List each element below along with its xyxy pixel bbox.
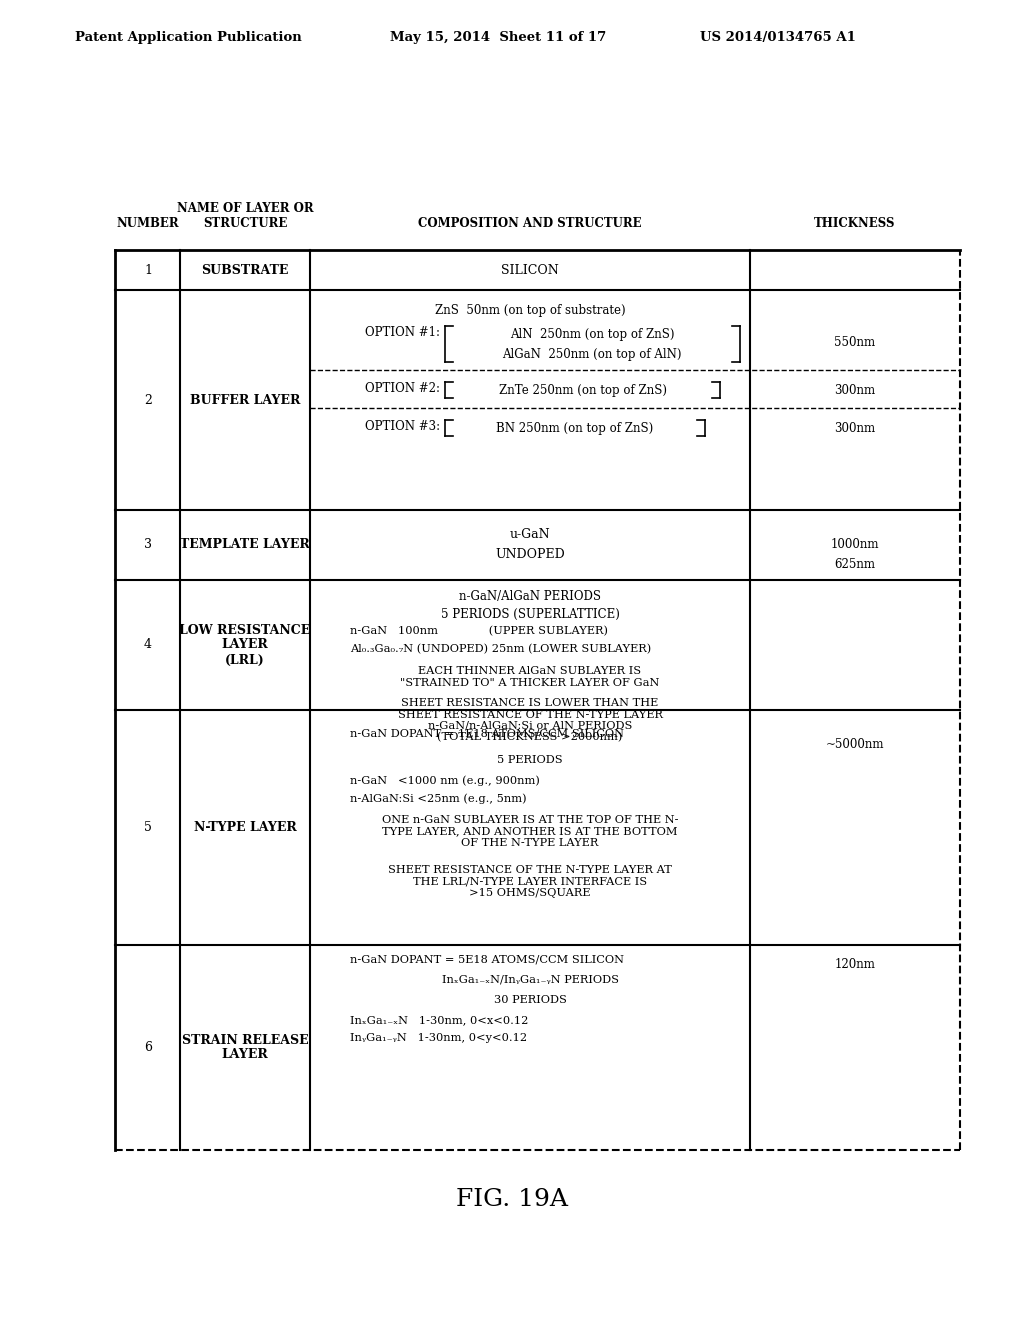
Text: EACH THINNER AlGaN SUBLAYER IS
"STRAINED TO" A THICKER LAYER OF GaN: EACH THINNER AlGaN SUBLAYER IS "STRAINED… bbox=[400, 667, 659, 688]
Text: Patent Application Publication: Patent Application Publication bbox=[75, 30, 302, 44]
Text: ONE n-GaN SUBLAYER IS AT THE TOP OF THE N-
TYPE LAYER, AND ANOTHER IS AT THE BOT: ONE n-GaN SUBLAYER IS AT THE TOP OF THE … bbox=[382, 814, 678, 849]
Text: 2: 2 bbox=[144, 393, 152, 407]
Text: n-GaN DOPANT = 5E18 ATOMS/CCM SILICON: n-GaN DOPANT = 5E18 ATOMS/CCM SILICON bbox=[350, 954, 624, 965]
Text: OPTION #3:: OPTION #3: bbox=[365, 420, 440, 433]
Text: ZnTe 250nm (on top of ZnS): ZnTe 250nm (on top of ZnS) bbox=[499, 384, 667, 397]
Text: 6: 6 bbox=[144, 1041, 152, 1053]
Text: UNDOPED: UNDOPED bbox=[496, 549, 565, 561]
Text: 550nm: 550nm bbox=[835, 335, 876, 348]
Text: n-GaN   100nm              (UPPER SUBLAYER): n-GaN 100nm (UPPER SUBLAYER) bbox=[350, 626, 608, 636]
Text: NAME OF LAYER OR
STRUCTURE: NAME OF LAYER OR STRUCTURE bbox=[177, 202, 313, 230]
Text: AlGaN  250nm (on top of AlN): AlGaN 250nm (on top of AlN) bbox=[502, 348, 682, 360]
Text: OPTION #2:: OPTION #2: bbox=[365, 381, 440, 395]
Text: n-GaN/AlGaN PERIODS: n-GaN/AlGaN PERIODS bbox=[459, 590, 601, 603]
Text: OPTION #1:: OPTION #1: bbox=[365, 326, 440, 339]
Text: SILICON: SILICON bbox=[501, 264, 559, 276]
Text: N-TYPE LAYER: N-TYPE LAYER bbox=[194, 821, 296, 834]
Text: FIG. 19A: FIG. 19A bbox=[456, 1188, 568, 1212]
Text: LOW RESISTANCE
LAYER
(LRL): LOW RESISTANCE LAYER (LRL) bbox=[179, 623, 310, 667]
Text: Al₀.₃Ga₀.₇N (UNDOPED) 25nm (LOWER SUBLAYER): Al₀.₃Ga₀.₇N (UNDOPED) 25nm (LOWER SUBLAY… bbox=[350, 644, 651, 655]
Text: STRAIN RELEASE
LAYER: STRAIN RELEASE LAYER bbox=[181, 1034, 308, 1061]
Text: 625nm: 625nm bbox=[835, 558, 876, 572]
Text: InₓGa₁₋ₓN/InᵧGa₁₋ᵧN PERIODS: InₓGa₁₋ₓN/InᵧGa₁₋ᵧN PERIODS bbox=[441, 975, 618, 985]
Text: 5 PERIODS (SUPERLATTICE): 5 PERIODS (SUPERLATTICE) bbox=[440, 609, 620, 620]
Text: 300nm: 300nm bbox=[835, 384, 876, 397]
Text: May 15, 2014  Sheet 11 of 17: May 15, 2014 Sheet 11 of 17 bbox=[390, 30, 606, 44]
Text: n-GaN/n-AlGaN:Si or AlN PERIODS
(TOTAL THICKNESS >2000nm): n-GaN/n-AlGaN:Si or AlN PERIODS (TOTAL T… bbox=[428, 719, 632, 742]
Text: 4: 4 bbox=[144, 639, 152, 652]
Text: ZnS  50nm (on top of substrate): ZnS 50nm (on top of substrate) bbox=[434, 304, 626, 317]
Text: ~5000nm: ~5000nm bbox=[825, 738, 885, 751]
Text: 300nm: 300nm bbox=[835, 422, 876, 436]
Text: BN 250nm (on top of ZnS): BN 250nm (on top of ZnS) bbox=[497, 422, 653, 436]
Text: THICKNESS: THICKNESS bbox=[814, 216, 896, 230]
Text: SHEET RESISTANCE OF THE N-TYPE LAYER AT
THE LRL/N-TYPE LAYER INTERFACE IS
>15 OH: SHEET RESISTANCE OF THE N-TYPE LAYER AT … bbox=[388, 865, 672, 898]
Text: US 2014/0134765 A1: US 2014/0134765 A1 bbox=[700, 30, 856, 44]
Text: BUFFER LAYER: BUFFER LAYER bbox=[189, 393, 300, 407]
Text: u-GaN: u-GaN bbox=[510, 528, 550, 541]
Text: NUMBER: NUMBER bbox=[117, 216, 179, 230]
Text: n-GaN   <1000 nm (e.g., 900nm): n-GaN <1000 nm (e.g., 900nm) bbox=[350, 775, 540, 785]
Text: 3: 3 bbox=[144, 539, 152, 552]
Text: 120nm: 120nm bbox=[835, 958, 876, 972]
Text: TEMPLATE LAYER: TEMPLATE LAYER bbox=[180, 539, 310, 552]
Text: InₓGa₁₋ₓN   1-30nm, 0<x<0.12: InₓGa₁₋ₓN 1-30nm, 0<x<0.12 bbox=[350, 1015, 528, 1026]
Text: AlN  250nm (on top of ZnS): AlN 250nm (on top of ZnS) bbox=[510, 327, 674, 341]
Text: 1000nm: 1000nm bbox=[830, 539, 880, 552]
Text: n-GaN DOPANT = 1E18 ATOMS/CCM SILICON: n-GaN DOPANT = 1E18 ATOMS/CCM SILICON bbox=[350, 729, 624, 738]
Text: 30 PERIODS: 30 PERIODS bbox=[494, 995, 566, 1005]
Text: 5: 5 bbox=[144, 821, 152, 834]
Text: InᵧGa₁₋ᵧN   1-30nm, 0<y<0.12: InᵧGa₁₋ᵧN 1-30nm, 0<y<0.12 bbox=[350, 1034, 527, 1043]
Text: SUBSTRATE: SUBSTRATE bbox=[202, 264, 289, 276]
Text: 5 PERIODS: 5 PERIODS bbox=[498, 755, 563, 766]
Text: n-AlGaN:Si <25nm (e.g., 5nm): n-AlGaN:Si <25nm (e.g., 5nm) bbox=[350, 793, 526, 804]
Text: SHEET RESISTANCE IS LOWER THAN THE
SHEET RESISTANCE OF THE N-TYPE LAYER: SHEET RESISTANCE IS LOWER THAN THE SHEET… bbox=[397, 698, 663, 719]
Text: COMPOSITION AND STRUCTURE: COMPOSITION AND STRUCTURE bbox=[418, 216, 642, 230]
Text: 1: 1 bbox=[144, 264, 152, 276]
